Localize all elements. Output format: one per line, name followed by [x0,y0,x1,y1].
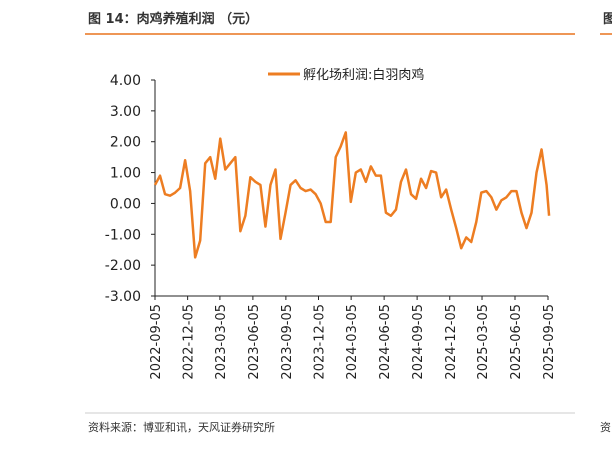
x-tick-label: 2025-06-05 [509,304,524,380]
series-line [153,131,551,259]
x-tick-label: 2023-06-05 [247,304,262,380]
figure-title: 图 14：肉鸡养殖利润 （元） [88,11,258,27]
y-tick-label: -1.00 [105,227,141,243]
x-tick-label: 2025-03-05 [476,304,491,380]
x-tick-label: 2022-09-05 [149,304,164,380]
y-tick-label: -3.00 [105,289,141,305]
x-tick-label: 2023-12-05 [313,304,328,380]
y-tick-label: 1.00 [110,166,141,182]
y-tick-label: 3.00 [110,104,141,120]
x-tick-label: 2024-06-05 [378,304,393,380]
source-note: 资料来源：博亚和讯，天风证券研究所 [88,420,275,434]
y-tick-label: 4.00 [110,73,141,89]
x-tick-label: 2023-03-05 [214,304,229,380]
x-tick-label: 2025-09-05 [542,304,557,380]
x-tick-label: 2024-09-05 [411,304,426,380]
title-fragment: 图 [603,12,612,27]
x-tick-label: 2024-12-05 [444,304,459,380]
x-tick-label: 2022-12-05 [182,304,197,380]
legend-label: 孵化场利润:白羽肉鸡 [303,67,424,83]
source-fragment: 资 [600,421,611,434]
x-tick-label: 2024-03-05 [345,304,360,380]
x-tick-label: 2023-09-05 [280,304,295,380]
y-tick-label: 2.00 [110,135,141,151]
y-tick-label: -2.00 [105,258,141,274]
y-tick-label: 0.00 [110,196,141,212]
